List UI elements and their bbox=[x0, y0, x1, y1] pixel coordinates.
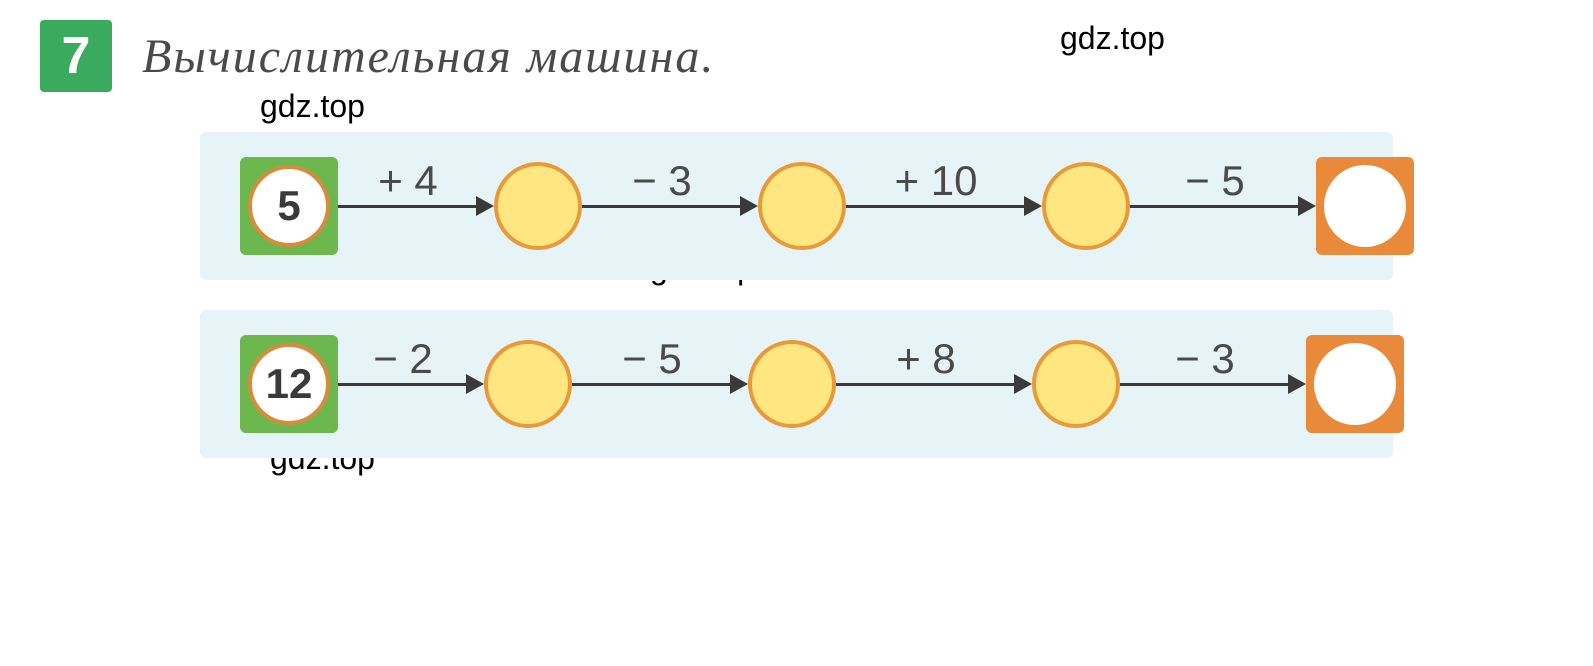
header: 7 Вычислительная машина. bbox=[0, 0, 1593, 102]
end-circle bbox=[1314, 343, 1396, 425]
arrow-head-icon bbox=[1024, 196, 1042, 216]
task-number-box: 7 bbox=[40, 20, 112, 92]
start-value: 12 bbox=[266, 360, 313, 408]
arrow-line: + 4 bbox=[338, 205, 478, 208]
arrow-line: − 5 bbox=[1130, 205, 1300, 208]
arrow-line: − 3 bbox=[1120, 383, 1290, 386]
arrow-head-icon bbox=[1298, 196, 1316, 216]
page-title: Вычислительная машина. bbox=[142, 29, 715, 84]
arrow-line: + 10 bbox=[846, 205, 1026, 208]
arrow-line: − 2 bbox=[338, 383, 468, 386]
start-box: 12 bbox=[240, 335, 338, 433]
intermediate-circle bbox=[494, 162, 582, 250]
operation-label: + 4 bbox=[378, 157, 438, 205]
arrow-segment: − 5 bbox=[572, 374, 748, 394]
intermediate-circle bbox=[748, 340, 836, 428]
arrow-segment: − 2 bbox=[338, 374, 484, 394]
arrow-segment: − 3 bbox=[582, 196, 758, 216]
intermediate-circle bbox=[1042, 162, 1130, 250]
end-box bbox=[1306, 335, 1404, 433]
arrow-segment: + 10 bbox=[846, 196, 1042, 216]
arrow-head-icon bbox=[740, 196, 758, 216]
operation-label: + 10 bbox=[895, 157, 978, 205]
operation-label: − 5 bbox=[1185, 157, 1245, 205]
arrow-head-icon bbox=[1288, 374, 1306, 394]
start-circle: 12 bbox=[248, 343, 330, 425]
arrow-head-icon bbox=[476, 196, 494, 216]
arrow-line: − 5 bbox=[572, 383, 732, 386]
machines-container: 5 + 4 − 3 + 10 − 5 12 − 2 − 5 + 8 − 3 bbox=[0, 132, 1593, 458]
arrow-segment: + 8 bbox=[836, 374, 1032, 394]
start-circle: 5 bbox=[248, 165, 330, 247]
arrow-head-icon bbox=[466, 374, 484, 394]
operation-label: + 8 bbox=[896, 335, 956, 383]
start-box: 5 bbox=[240, 157, 338, 255]
end-circle bbox=[1324, 165, 1406, 247]
arrow-head-icon bbox=[730, 374, 748, 394]
operation-label: − 5 bbox=[622, 335, 682, 383]
operation-label: − 3 bbox=[1175, 335, 1235, 383]
operation-label: − 2 bbox=[373, 335, 433, 383]
end-box bbox=[1316, 157, 1414, 255]
arrow-segment: − 3 bbox=[1120, 374, 1306, 394]
machine-row: 5 + 4 − 3 + 10 − 5 bbox=[200, 132, 1393, 280]
task-number: 7 bbox=[62, 26, 91, 86]
intermediate-circle bbox=[758, 162, 846, 250]
arrow-segment: − 5 bbox=[1130, 196, 1316, 216]
intermediate-circle bbox=[1032, 340, 1120, 428]
arrow-head-icon bbox=[1014, 374, 1032, 394]
arrow-line: + 8 bbox=[836, 383, 1016, 386]
arrow-line: − 3 bbox=[582, 205, 742, 208]
machine-row: 12 − 2 − 5 + 8 − 3 bbox=[200, 310, 1393, 458]
intermediate-circle bbox=[484, 340, 572, 428]
start-value: 5 bbox=[277, 182, 300, 230]
operation-label: − 3 bbox=[632, 157, 692, 205]
arrow-segment: + 4 bbox=[338, 196, 494, 216]
